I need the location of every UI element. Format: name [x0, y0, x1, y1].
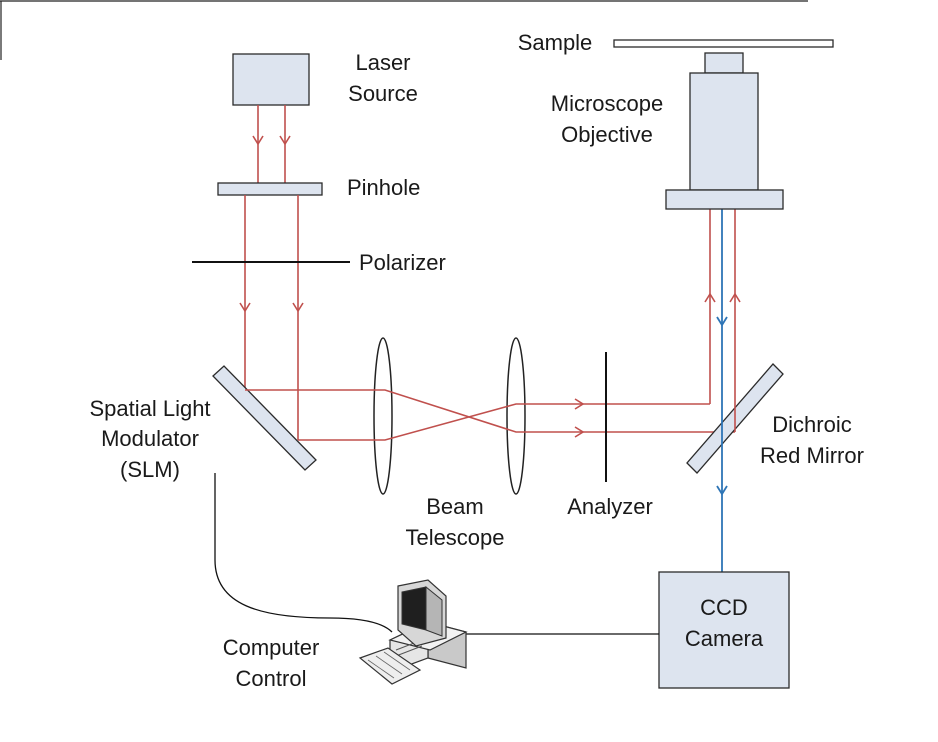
ccd-label-line1: CCD — [700, 595, 748, 620]
ccd-label-line2: Camera — [685, 626, 764, 651]
fluorescence-beam — [716, 209, 728, 572]
computer-label-line1: Computer — [223, 635, 320, 660]
dichroic-label-line2: Red Mirror — [760, 443, 864, 468]
objective-body — [689, 72, 759, 191]
sample-label: Sample — [518, 30, 593, 55]
telescope-label-line2: Telescope — [405, 525, 504, 550]
expanded-beams — [239, 195, 304, 440]
telescope-lens-2 — [506, 337, 526, 495]
laser-beams — [252, 105, 291, 183]
telescope-beams — [245, 389, 735, 441]
sample-slide — [613, 39, 834, 48]
polarizer-label: Polarizer — [359, 250, 446, 275]
slm-label-line3: (SLM) — [120, 457, 180, 482]
telescope-label-line1: Beam — [426, 494, 483, 519]
laser-label-line2: Source — [348, 81, 418, 106]
laser-label-line1: Laser — [355, 50, 410, 75]
slm-panel — [212, 365, 317, 471]
objective-label-line2: Objective — [561, 122, 653, 147]
telescope-lens-1 — [373, 337, 393, 495]
pinhole-plate — [217, 182, 323, 196]
objective-base — [665, 189, 784, 210]
slm-cable — [214, 473, 393, 633]
objective-label-line1: Microscope — [551, 91, 663, 116]
slm-label-line2: Modulator — [101, 426, 199, 451]
computer-icon — [358, 579, 468, 685]
objective-tip — [704, 52, 744, 74]
computer-label-line2: Control — [236, 666, 307, 691]
objective-beams — [704, 209, 741, 432]
pinhole-label: Pinhole — [347, 175, 420, 200]
laser-source-box — [232, 53, 310, 106]
dichroic-label-line1: Dichroic — [772, 412, 851, 437]
analyzer-label: Analyzer — [567, 494, 653, 519]
ccd-camera-box — [658, 571, 790, 689]
slm-label-line1: Spatial Light — [89, 396, 210, 421]
